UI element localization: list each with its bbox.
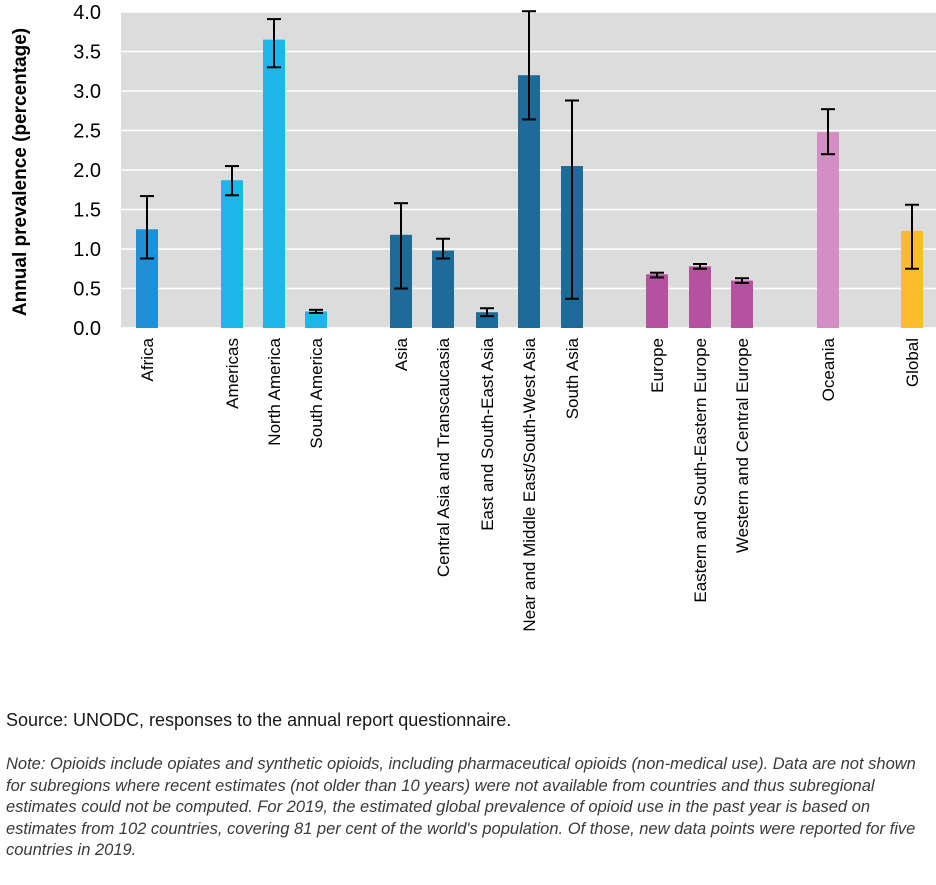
bar xyxy=(305,311,327,328)
x-category-label: North America xyxy=(265,337,284,445)
error-bar xyxy=(436,237,450,260)
y-tick-label: 1.5 xyxy=(73,200,101,222)
error-bar xyxy=(480,307,494,318)
x-category-label: Western and Central Europe xyxy=(733,338,752,553)
x-category-label: Oceania xyxy=(819,337,838,401)
error-bar xyxy=(522,10,536,121)
bar xyxy=(221,180,243,328)
bar xyxy=(817,132,839,328)
x-category-label: Eastern and South-Eastern Europe xyxy=(691,338,710,603)
error-bar xyxy=(735,277,749,284)
error-bar xyxy=(565,99,579,300)
x-category-label: Global xyxy=(903,338,922,387)
error-bar xyxy=(225,165,239,197)
error-bar xyxy=(693,263,707,270)
y-tick-label: 1.0 xyxy=(73,239,101,261)
bar xyxy=(136,229,158,328)
x-category-label: Central Asia and Transcaucasia xyxy=(434,337,453,577)
x-axis-labels: Africa Americas North America South America… xyxy=(138,337,922,631)
y-tick-label: 2.0 xyxy=(73,160,101,182)
x-category-label: Africa xyxy=(138,337,157,381)
x-category-label: South America xyxy=(307,337,326,448)
source-note: Source: UNODC, responses to the annual r… xyxy=(6,710,512,730)
bar xyxy=(901,230,923,328)
bar xyxy=(518,75,540,328)
bar xyxy=(731,280,753,328)
error-bar xyxy=(267,18,281,69)
y-axis-ticks: 0.0 0.5 1.0 1.5 2.0 2.5 3.0 3.5 4.0 xyxy=(73,2,101,340)
bar xyxy=(646,274,668,328)
y-axis-label: Annual prevalence (percentage) xyxy=(10,28,31,316)
y-tick-label: 3.5 xyxy=(73,42,101,64)
y-tick-label: 4.0 xyxy=(73,2,101,24)
footnote: Note: Opioids include opiates and synthe… xyxy=(6,755,916,859)
bar xyxy=(263,39,285,329)
x-category-label: East and South-East Asia xyxy=(478,337,497,530)
x-category-label: Near and Middle East/South-West Asia xyxy=(520,337,539,631)
error-bar xyxy=(309,308,323,314)
error-bar xyxy=(394,202,408,290)
error-bar xyxy=(905,203,919,270)
y-tick-label: 2.5 xyxy=(73,121,101,143)
y-tick-label: 3.0 xyxy=(73,81,101,103)
x-category-label: South Asia xyxy=(563,337,582,419)
bar xyxy=(689,266,711,328)
error-bar xyxy=(650,271,664,279)
y-tick-label: 0.5 xyxy=(73,279,101,301)
error-bars xyxy=(140,10,919,318)
y-tick-label: 0.0 xyxy=(73,318,101,340)
x-category-label: Americas xyxy=(223,338,242,409)
error-bar xyxy=(140,195,154,260)
error-bar xyxy=(821,108,835,156)
bar xyxy=(432,250,454,328)
x-category-label: Asia xyxy=(392,337,411,371)
bar-chart: 0.0 0.5 1.0 1.5 2.0 2.5 3.0 3.5 4.0 Africa Americ… xyxy=(10,2,936,632)
x-category-label: Europe xyxy=(648,338,667,393)
